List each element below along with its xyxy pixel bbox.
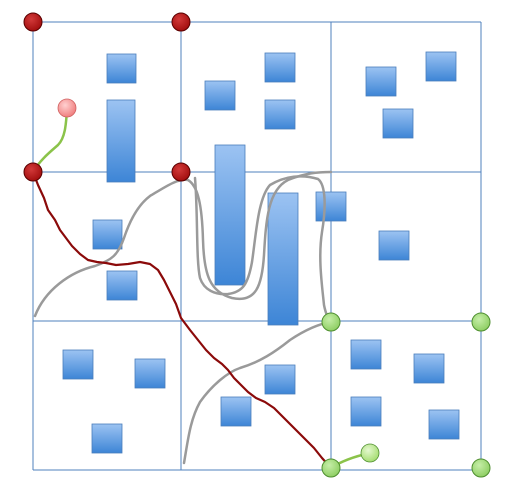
obstacle-block [428, 409, 460, 440]
green-node [321, 458, 341, 478]
red-path [31, 171, 332, 469]
obstacle-bar [214, 144, 246, 286]
obstacle-block [264, 364, 296, 395]
obstacle-block [350, 339, 382, 370]
dark-nodes [23, 12, 191, 182]
green-nodes [321, 312, 491, 478]
obstacle-block [365, 66, 397, 97]
gray-path-middle [193, 175, 333, 324]
obstacle-block [91, 423, 123, 454]
obstacle-block [378, 230, 410, 261]
obstacle-block [134, 358, 166, 389]
obstacle-block [425, 51, 457, 82]
obstacle-block [220, 396, 252, 427]
goal-node [360, 443, 380, 463]
obstacle-block [264, 99, 296, 130]
gray-paths [33, 170, 333, 465]
obstacle-block [92, 219, 123, 250]
obstacle-block [382, 108, 414, 139]
green-node [471, 458, 491, 478]
obstacle-block [62, 349, 94, 380]
obstacle-block [315, 191, 347, 222]
dark-node [171, 162, 191, 182]
green-node [471, 312, 491, 332]
obstacle-bar [267, 192, 299, 326]
obstacle-block [264, 52, 296, 83]
obstacle-bar [106, 99, 136, 183]
obstacle-block [204, 80, 236, 111]
green-node [321, 312, 341, 332]
dark-node [23, 12, 43, 32]
obstacle-block [413, 353, 445, 384]
obstacle-block [106, 53, 137, 84]
gray-path-lower [182, 320, 333, 465]
obstacle-block [106, 270, 138, 301]
dark-node [171, 12, 191, 32]
obstacle-block [350, 396, 382, 427]
start-node [57, 98, 77, 118]
gray-path-upper [33, 170, 333, 318]
green-start-link [31, 109, 69, 173]
dark-node [23, 162, 43, 182]
obstacles [62, 51, 460, 454]
